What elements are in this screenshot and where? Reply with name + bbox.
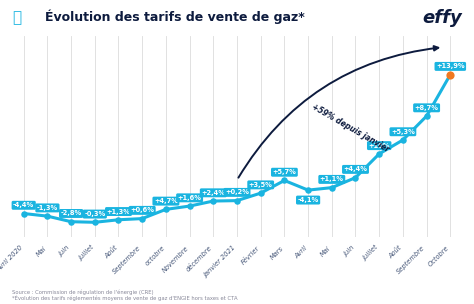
Text: -0,3%: -0,3% <box>84 211 105 217</box>
Text: -4,4%: -4,4% <box>13 202 34 208</box>
Text: +1,6%: +1,6% <box>178 195 201 201</box>
Point <box>20 211 27 216</box>
Text: +0,2%: +0,2% <box>225 189 249 195</box>
Text: Mars: Mars <box>269 245 284 261</box>
Point <box>115 217 122 222</box>
Text: Source : Commission de régulation de l'énergie (CRE): Source : Commission de régulation de l'é… <box>12 289 154 295</box>
Point <box>44 214 51 219</box>
Text: Évolution des tarifs de vente de gaz*: Évolution des tarifs de vente de gaz* <box>45 9 305 24</box>
Text: +13,9%: +13,9% <box>436 64 465 69</box>
Text: décembre: décembre <box>185 245 213 273</box>
Text: -2,8%: -2,8% <box>61 210 82 216</box>
Text: Septembre: Septembre <box>396 245 427 275</box>
Text: +4,7%: +4,7% <box>154 198 178 204</box>
Text: Octobre: Octobre <box>427 245 450 268</box>
Text: +1,3%: +1,3% <box>107 209 130 215</box>
Text: +5,7%: +5,7% <box>273 169 296 175</box>
Text: Avril 2020: Avril 2020 <box>0 245 24 273</box>
Text: Juillet: Juillet <box>77 245 95 262</box>
Text: +59% depuis janvier: +59% depuis janvier <box>310 103 391 154</box>
Text: Février: Février <box>240 245 261 265</box>
Point <box>423 114 430 119</box>
Text: +2,4%: +2,4% <box>201 190 225 196</box>
Text: Janvier 2021: Janvier 2021 <box>203 245 237 279</box>
Point <box>352 175 359 180</box>
Point <box>210 199 217 203</box>
Text: octobre: octobre <box>144 245 166 267</box>
Text: Septembre: Septembre <box>112 245 142 275</box>
Text: Novembre: Novembre <box>161 245 190 274</box>
Point <box>281 178 288 183</box>
Text: 🔥: 🔥 <box>12 11 21 26</box>
Text: Août: Août <box>103 245 118 260</box>
Text: Avril: Avril <box>293 245 308 260</box>
Text: *Évolution des tarifs réglementés moyens de vente de gaz d'ENGIE hors taxes et C: *Évolution des tarifs réglementés moyens… <box>12 295 237 301</box>
Text: Juillet: Juillet <box>362 245 379 262</box>
Point <box>399 137 407 142</box>
Text: Mai: Mai <box>319 245 332 257</box>
Text: Juin: Juin <box>58 245 71 258</box>
Point <box>328 185 336 190</box>
Point <box>233 198 241 203</box>
Text: +8,7%: +8,7% <box>415 105 438 111</box>
Point <box>162 207 170 212</box>
Text: +5,3%: +5,3% <box>391 129 415 135</box>
Text: +0,6%: +0,6% <box>130 207 154 213</box>
Text: Juin: Juin <box>343 245 356 258</box>
Point <box>91 220 99 225</box>
Text: +3,5%: +3,5% <box>249 182 273 188</box>
Text: +10%: +10% <box>368 143 390 149</box>
Point <box>186 204 193 209</box>
Point <box>67 219 75 224</box>
Point <box>138 216 146 221</box>
Text: effy: effy <box>422 9 462 27</box>
Text: Août: Août <box>388 245 403 260</box>
Text: -1,3%: -1,3% <box>37 205 58 211</box>
Text: Mai: Mai <box>35 245 47 257</box>
Text: +4,4%: +4,4% <box>344 166 367 172</box>
Point <box>447 72 454 77</box>
Text: +1,1%: +1,1% <box>320 176 344 182</box>
Point <box>257 191 264 195</box>
Point <box>304 188 312 192</box>
Point <box>375 151 383 156</box>
Text: -4,1%: -4,1% <box>298 197 319 203</box>
